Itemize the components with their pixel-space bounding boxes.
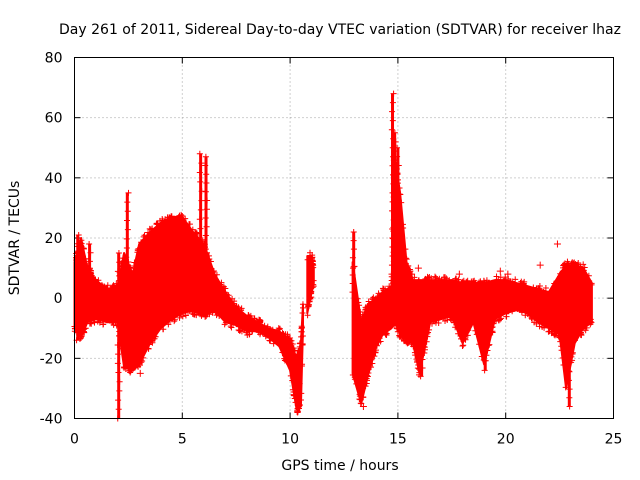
outlier-point <box>553 240 561 248</box>
axis-ticks: 0 5 10 15 20 25 -40 -20 0 20 40 60 80 <box>40 51 623 448</box>
outlier-point <box>558 342 566 350</box>
y-tick-label: 20 <box>45 231 63 247</box>
spike-markers-9 <box>390 129 399 302</box>
outlier-point <box>504 270 512 278</box>
outlier-point <box>455 270 463 278</box>
y-tick-label: 80 <box>45 51 63 67</box>
series-markers-2 <box>349 157 595 407</box>
outlier-point <box>136 369 144 377</box>
y-tick-label: 60 <box>45 111 63 127</box>
plot-frame <box>74 57 614 419</box>
y-tick-label: 40 <box>45 171 63 187</box>
y-tick-label: 0 <box>54 291 63 307</box>
y-tick-label: -20 <box>40 351 63 367</box>
spike-markers-1 <box>85 241 94 326</box>
y-tick-label: -40 <box>40 412 63 428</box>
spike-markers-7 <box>349 228 358 296</box>
series-markers-1 <box>304 249 317 319</box>
spike-markers-13 <box>565 325 574 410</box>
outlier-point <box>536 261 544 269</box>
series-marks <box>71 90 595 422</box>
spike-markers-10 <box>393 144 403 302</box>
outlier-point <box>496 267 504 275</box>
spike-markers-12 <box>480 319 489 374</box>
x-axis-label: GPS time / hours <box>281 458 398 474</box>
x-tick-label: 10 <box>281 432 299 448</box>
x-tick-label: 0 <box>70 432 79 448</box>
spike-markers-11 <box>417 331 426 380</box>
chart-title: Day 261 of 2011, Sidereal Day-to-day VTE… <box>59 22 621 38</box>
y-axis-label: SDTVAR / TECUs <box>7 181 23 296</box>
spike-markers-3 <box>123 189 132 362</box>
outlier-point <box>359 402 367 410</box>
outlier-point <box>81 324 89 332</box>
spike-markers-6 <box>294 361 303 416</box>
spike-markers-4 <box>196 150 205 241</box>
outlier-point <box>414 264 422 272</box>
x-tick-label: 20 <box>497 432 515 448</box>
spike-markers-5 <box>201 153 211 257</box>
x-tick-label: 5 <box>178 432 187 448</box>
series-band-0 <box>73 215 304 411</box>
x-tick-label: 15 <box>389 432 407 448</box>
spike-markers-0 <box>73 231 82 344</box>
x-tick-label: 25 <box>605 432 623 448</box>
